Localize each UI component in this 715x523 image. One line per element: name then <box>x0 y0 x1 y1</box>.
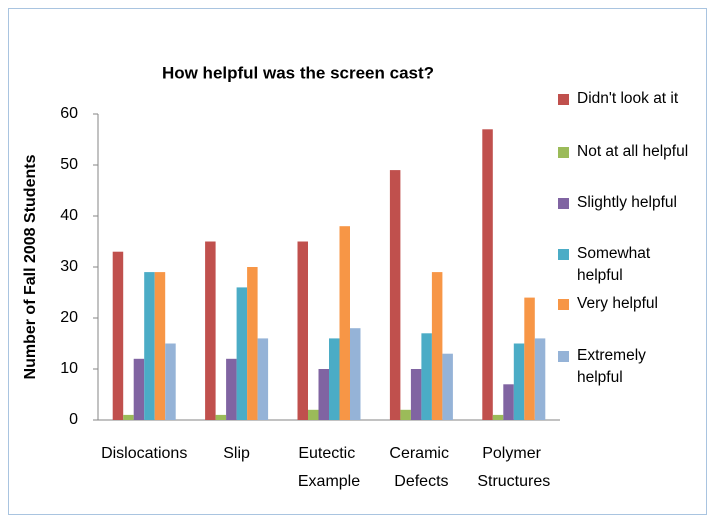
bar <box>308 409 319 420</box>
legend-label: Extremely helpful <box>577 347 650 386</box>
legend-swatch <box>558 147 569 158</box>
y-tick-label: 40 <box>60 207 78 224</box>
bar <box>400 409 411 420</box>
bar <box>492 414 504 420</box>
bar <box>442 353 453 420</box>
y-axis-label: Number of Fall 2008 Students <box>22 154 39 379</box>
bar <box>123 414 134 420</box>
legend-label: Somewhat helpful <box>577 245 655 284</box>
bar <box>318 369 329 420</box>
legend-swatch <box>558 94 569 105</box>
bar <box>421 333 432 420</box>
x-tick-label: Polymer Structures <box>477 445 550 490</box>
legend-swatch <box>558 198 569 209</box>
bar <box>165 343 176 420</box>
y-tick-label: 20 <box>60 309 78 326</box>
bar <box>410 369 422 420</box>
bar <box>297 241 308 420</box>
bar <box>350 328 361 420</box>
bar <box>154 272 166 420</box>
bar <box>524 297 535 420</box>
bar <box>534 338 546 420</box>
bar <box>236 287 248 420</box>
x-tick-label: Slip <box>223 445 250 462</box>
legend-label: Didn't look at it <box>577 90 679 107</box>
bar <box>112 251 124 420</box>
y-tick-label: 50 <box>60 156 78 173</box>
bar <box>205 241 216 420</box>
bar <box>513 343 525 420</box>
y-tick-label: 0 <box>69 411 78 428</box>
legend-label: Slightly helpful <box>577 194 677 211</box>
legend-swatch <box>558 299 569 310</box>
bar <box>503 384 514 420</box>
bar <box>226 358 237 420</box>
y-tick-label: 30 <box>60 258 78 275</box>
y-tick-label: 60 <box>60 105 78 122</box>
bar <box>339 226 350 420</box>
bar <box>389 170 401 420</box>
chart-title: How helpful was the screen cast? <box>162 63 434 82</box>
x-tick-label: Dislocations <box>101 445 187 462</box>
bar <box>482 129 493 421</box>
x-tick-label: Eutectic Example <box>298 445 360 490</box>
bar <box>431 272 443 420</box>
legend-label: Not at all helpful <box>577 143 688 160</box>
legend-label: Very helpful <box>577 295 658 312</box>
legend-swatch <box>558 249 569 260</box>
x-tick-label: Ceramic Defects <box>389 445 453 490</box>
bar <box>247 267 258 420</box>
legend-swatch <box>558 351 569 362</box>
bar <box>257 338 269 420</box>
y-tick-label: 10 <box>60 360 78 377</box>
bar <box>133 358 145 420</box>
bar <box>329 338 340 420</box>
bar <box>144 272 155 420</box>
chart-frame <box>8 8 707 515</box>
bar <box>215 414 227 420</box>
